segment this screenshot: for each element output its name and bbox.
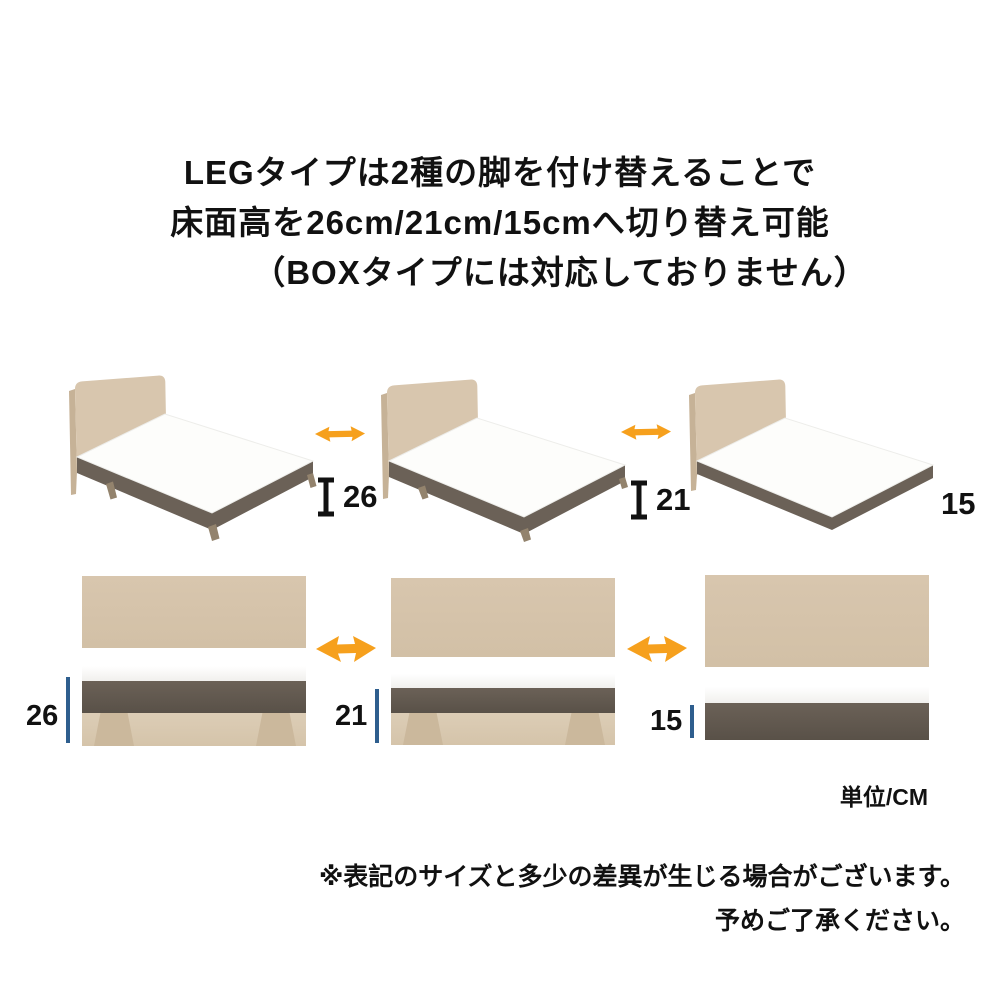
closeup-mattress: [391, 657, 615, 688]
bed-legs: [106, 473, 317, 541]
height-measure-21: 21: [629, 480, 690, 520]
double-arrow-icon: [314, 425, 366, 443]
closeup-base: [391, 688, 615, 713]
closeup-mattress: [82, 648, 306, 681]
double-arrow-icon: [620, 423, 672, 441]
height-value-26: 26: [343, 479, 378, 514]
header-line-2: 床面高を26cm/21cm/15cmへ切り替え可能: [170, 204, 830, 241]
height-measure-26: 26: [316, 477, 377, 517]
bed-leg: [565, 713, 605, 745]
header-line-3: （BOXタイプには対応しておりません）: [252, 254, 868, 291]
disclaimer-line-2: 予めご了承ください。: [714, 907, 965, 935]
height-ibeam-icon: [629, 480, 649, 520]
closeup-mattress: [705, 667, 929, 703]
unit-label: 単位/CM: [839, 784, 928, 810]
bed-legs: [418, 477, 628, 542]
closeup-legs-area: [82, 713, 306, 746]
closeup-headboard: [391, 578, 615, 657]
closeup-headboard: [82, 576, 306, 648]
closeup-headboard: [705, 575, 929, 667]
closeup-measure-26: 26: [26, 677, 71, 743]
measure-line-icon: [690, 705, 695, 738]
height-value-21: 21: [335, 700, 368, 732]
bed-illustration: [689, 379, 935, 530]
bed-photo-26cm: [62, 374, 320, 546]
bed-leg: [256, 713, 296, 746]
height-measure-15: 15: [941, 486, 975, 522]
height-ibeam-icon: [316, 477, 336, 517]
disclaimer-text: ※表記のサイズと多少の差異が生じる場合がございます。 予めご了承ください。: [319, 855, 965, 943]
height-value-21: 21: [656, 482, 691, 517]
closeup-base: [705, 703, 929, 740]
closeup-photo-15cm: [705, 575, 929, 740]
bed-photo-21cm: [374, 378, 632, 550]
closeup-measure-15: 15: [650, 705, 695, 738]
closeup-photo-21cm: [391, 578, 615, 745]
bed-leg: [94, 713, 134, 746]
height-value-15: 15: [941, 486, 976, 521]
measure-line-icon: [66, 677, 71, 743]
disclaimer-line-1: ※表記のサイズと多少の差異が生じる場合がございます。: [318, 863, 965, 891]
header-text: LEGタイプは2種の脚を付け替えることで 床面高を26cm/21cm/15cmへ…: [0, 148, 1000, 298]
closeup-measure-21: 21: [335, 689, 380, 743]
closeup-base: [82, 681, 306, 713]
header-line-1: LEGタイプは2種の脚を付け替えることで: [183, 154, 817, 191]
height-value-15: 15: [650, 705, 683, 737]
bed-photo-15cm: [682, 378, 940, 550]
measure-line-icon: [375, 689, 380, 743]
height-value-26: 26: [26, 700, 59, 732]
bed-leg: [403, 713, 443, 745]
bed-illustration: [381, 379, 628, 542]
double-arrow-icon: [626, 634, 688, 664]
double-arrow-icon: [315, 634, 377, 664]
bed-illustration: [69, 375, 317, 541]
closeup-legs-area: [391, 713, 615, 745]
closeup-photo-26cm: [82, 576, 306, 746]
